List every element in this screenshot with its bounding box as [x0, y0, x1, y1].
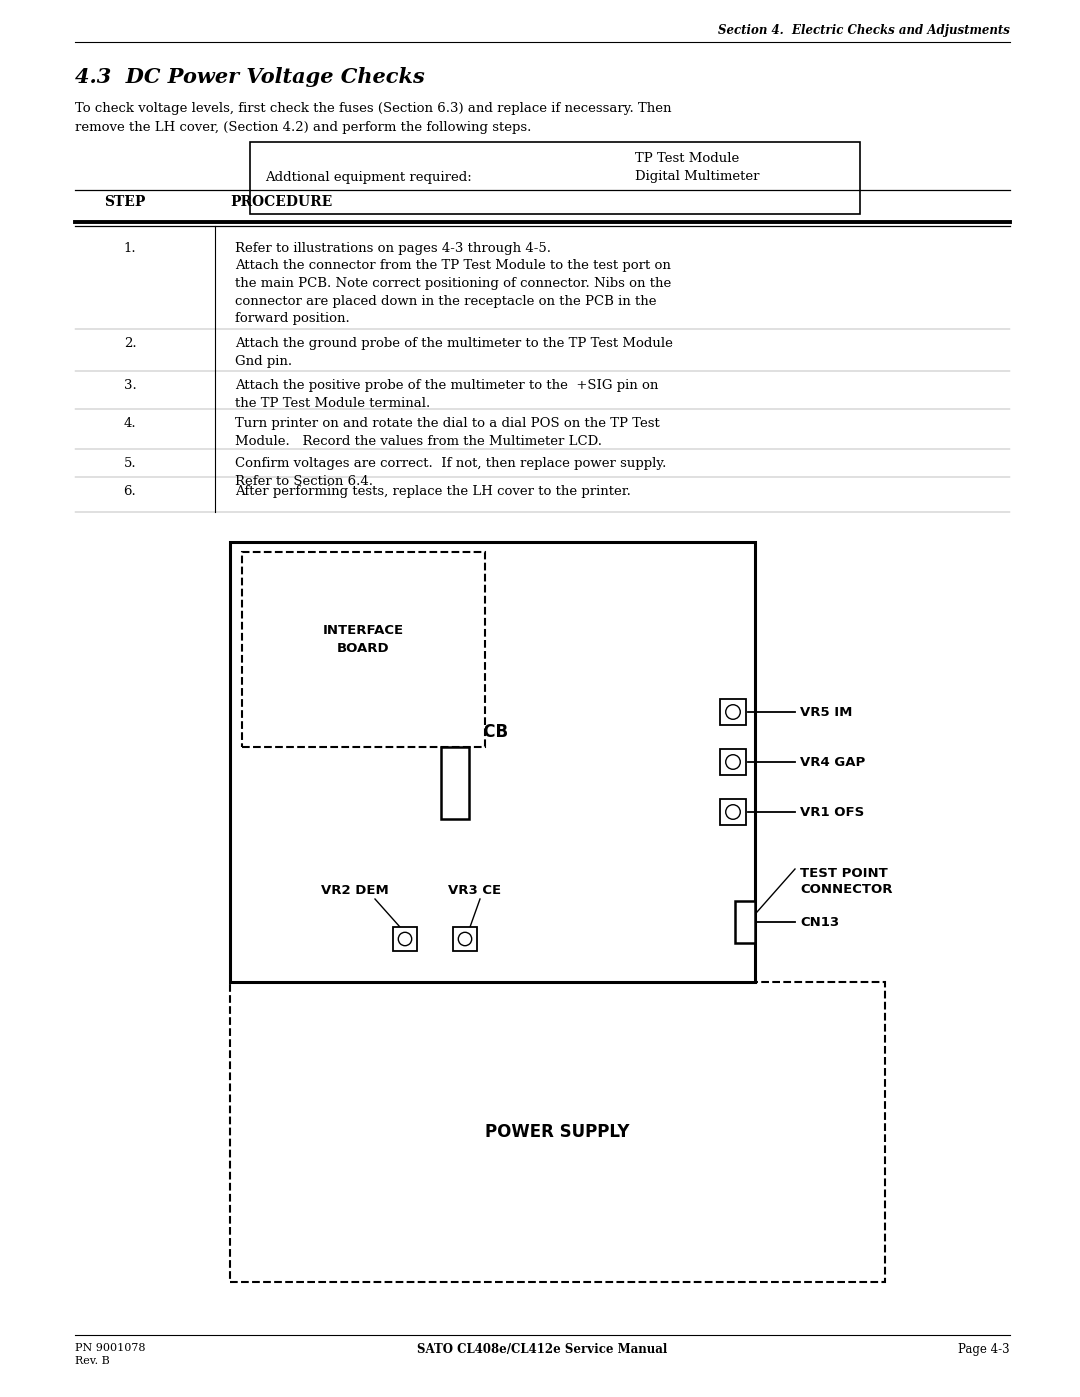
Text: VR4 GAP: VR4 GAP	[800, 756, 865, 768]
Bar	[720, 698, 746, 725]
Text: TEST POINT
CONNECTOR: TEST POINT CONNECTOR	[800, 868, 892, 895]
Text: INTERFACE
BOARD: INTERFACE BOARD	[323, 624, 404, 655]
Text: Page 4-3: Page 4-3	[958, 1343, 1010, 1356]
Text: After performing tests, replace the LH cover to the printer.: After performing tests, replace the LH c…	[235, 485, 631, 497]
Text: To check voltage levels, first check the fuses (Section 6.3) and replace if nece: To check voltage levels, first check the…	[75, 102, 672, 134]
Text: Attach the positive probe of the multimeter to the  +SIG pin on
the TP Test Modu: Attach the positive probe of the multime…	[235, 379, 659, 409]
Text: 3.: 3.	[123, 379, 136, 393]
Text: Attach the ground probe of the multimeter to the TP Test Module
Gnd pin.: Attach the ground probe of the multimete…	[235, 337, 673, 367]
Text: 4.: 4.	[124, 416, 136, 430]
Text: 2.: 2.	[124, 337, 136, 351]
Text: Turn printer on and rotate the dial to a dial POS on the TP Test
Module.   Recor: Turn printer on and rotate the dial to a…	[235, 416, 660, 447]
Text: Refer to illustrations on pages 4-3 through 4-5.
Attach the connector from the T: Refer to illustrations on pages 4-3 thro…	[235, 242, 672, 326]
Text: Addtional equipment required:: Addtional equipment required:	[265, 172, 472, 184]
Bar	[249, 142, 860, 214]
Text: VR3 CE: VR3 CE	[448, 884, 501, 897]
Bar	[453, 928, 477, 951]
Bar	[720, 749, 746, 775]
Bar	[242, 552, 485, 747]
Text: MAIN PCB: MAIN PCB	[417, 724, 509, 740]
Bar	[735, 901, 755, 943]
Text: TP Test Module
Digital Multimeter: TP Test Module Digital Multimeter	[635, 152, 759, 183]
Text: VR5 IM: VR5 IM	[800, 705, 852, 718]
Bar	[720, 799, 746, 826]
Text: Section 4.  Electric Checks and Adjustments: Section 4. Electric Checks and Adjustmen…	[718, 24, 1010, 36]
Text: PN 9001078
Rev. B: PN 9001078 Rev. B	[75, 1343, 146, 1366]
Text: PROCEDURE: PROCEDURE	[230, 196, 333, 210]
Text: VR2 DEM: VR2 DEM	[321, 884, 389, 897]
Bar	[393, 928, 417, 951]
Bar	[230, 982, 885, 1282]
Text: 5.: 5.	[124, 457, 136, 469]
Bar	[230, 542, 755, 982]
Text: 4.3  DC Power Voltage Checks: 4.3 DC Power Voltage Checks	[75, 67, 424, 87]
Bar	[441, 747, 469, 819]
Text: 6.: 6.	[123, 485, 136, 497]
Text: Confirm voltages are correct.  If not, then replace power supply.
Refer to Secti: Confirm voltages are correct. If not, th…	[235, 457, 666, 488]
Text: CN13: CN13	[800, 915, 839, 929]
Text: STEP: STEP	[105, 196, 146, 210]
Text: POWER SUPPLY: POWER SUPPLY	[485, 1123, 630, 1141]
Text: 1.: 1.	[124, 242, 136, 256]
Text: VR1 OFS: VR1 OFS	[800, 806, 864, 819]
Text: SATO CL408e/CL412e Service Manual: SATO CL408e/CL412e Service Manual	[417, 1343, 667, 1356]
